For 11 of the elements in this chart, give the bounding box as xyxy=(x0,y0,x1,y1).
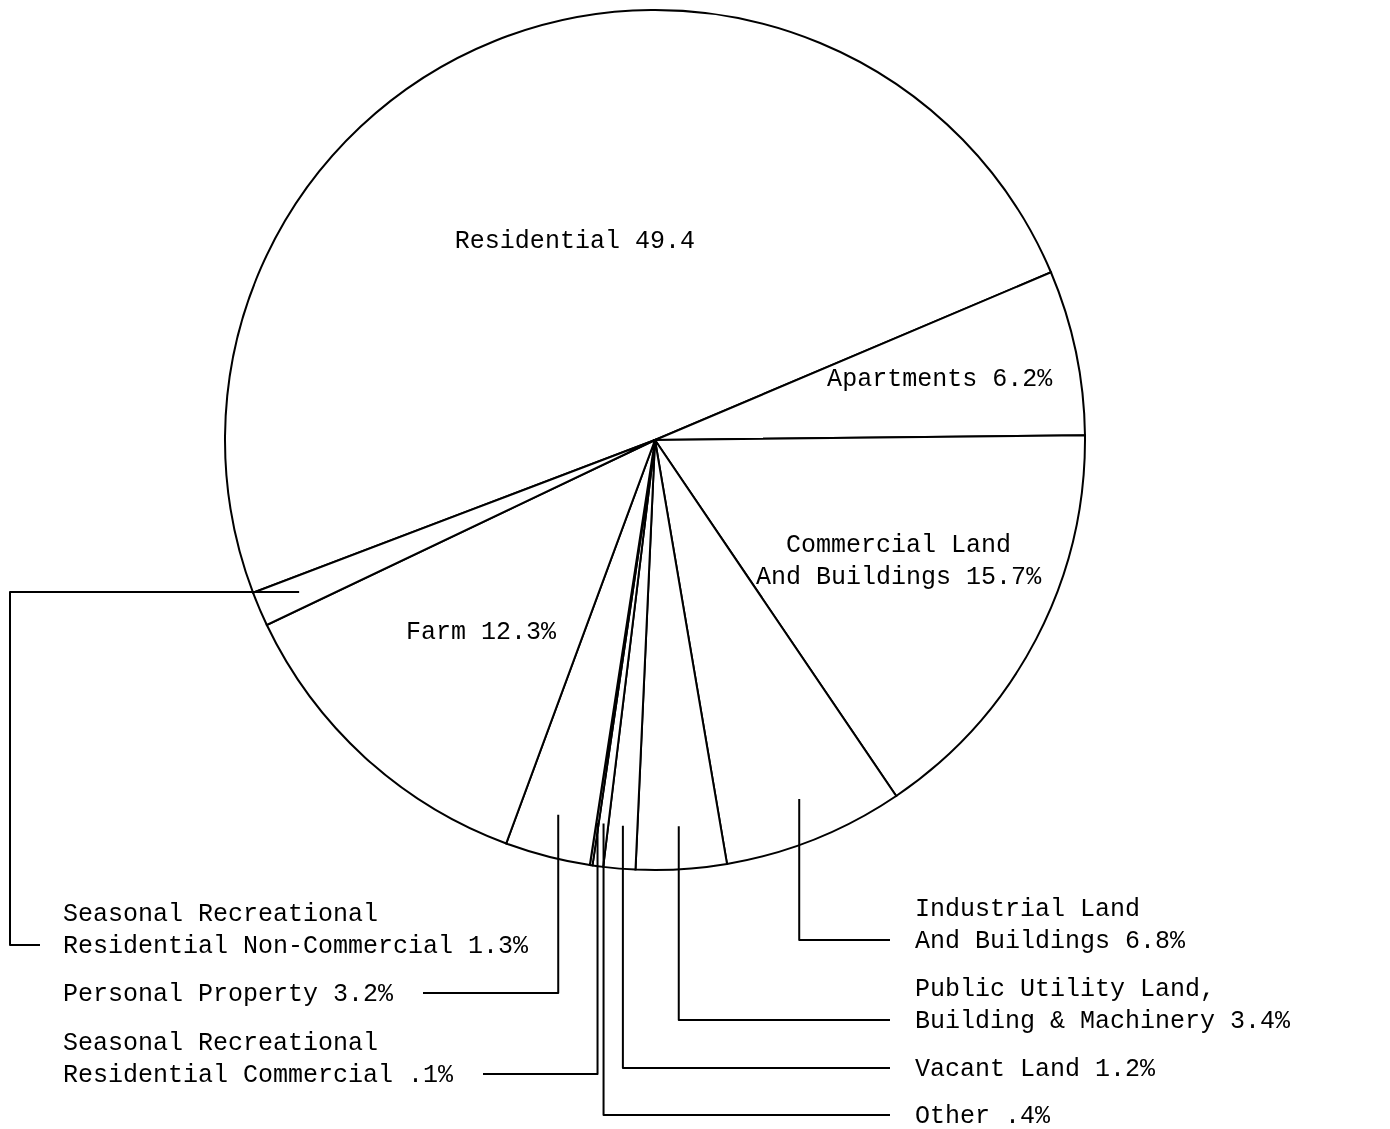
slice-label: Industrial Land And Buildings 6.8% xyxy=(915,895,1187,956)
slice-label: Seasonal Recreational Residential Non-Commercial 1.3% xyxy=(63,900,530,961)
slice-label: Vacant Land 1.2% xyxy=(915,1055,1157,1084)
slice-label: Commercial Land And Buildings 15.7% xyxy=(756,530,1043,592)
slice-label: Personal Property 3.2% xyxy=(63,980,395,1009)
slice-label: Seasonal Recreational Residential Commercial .1% xyxy=(63,1029,455,1090)
slice-label: Other .4% xyxy=(915,1102,1052,1129)
slice-label: Apartments 6.2% xyxy=(827,365,1054,395)
slice-label: Farm 12.3% xyxy=(406,617,558,647)
slice-label: Residential 49.4 xyxy=(454,227,695,257)
slice-label: Public Utility Land, Building & Machinery 3.4% xyxy=(915,975,1292,1036)
